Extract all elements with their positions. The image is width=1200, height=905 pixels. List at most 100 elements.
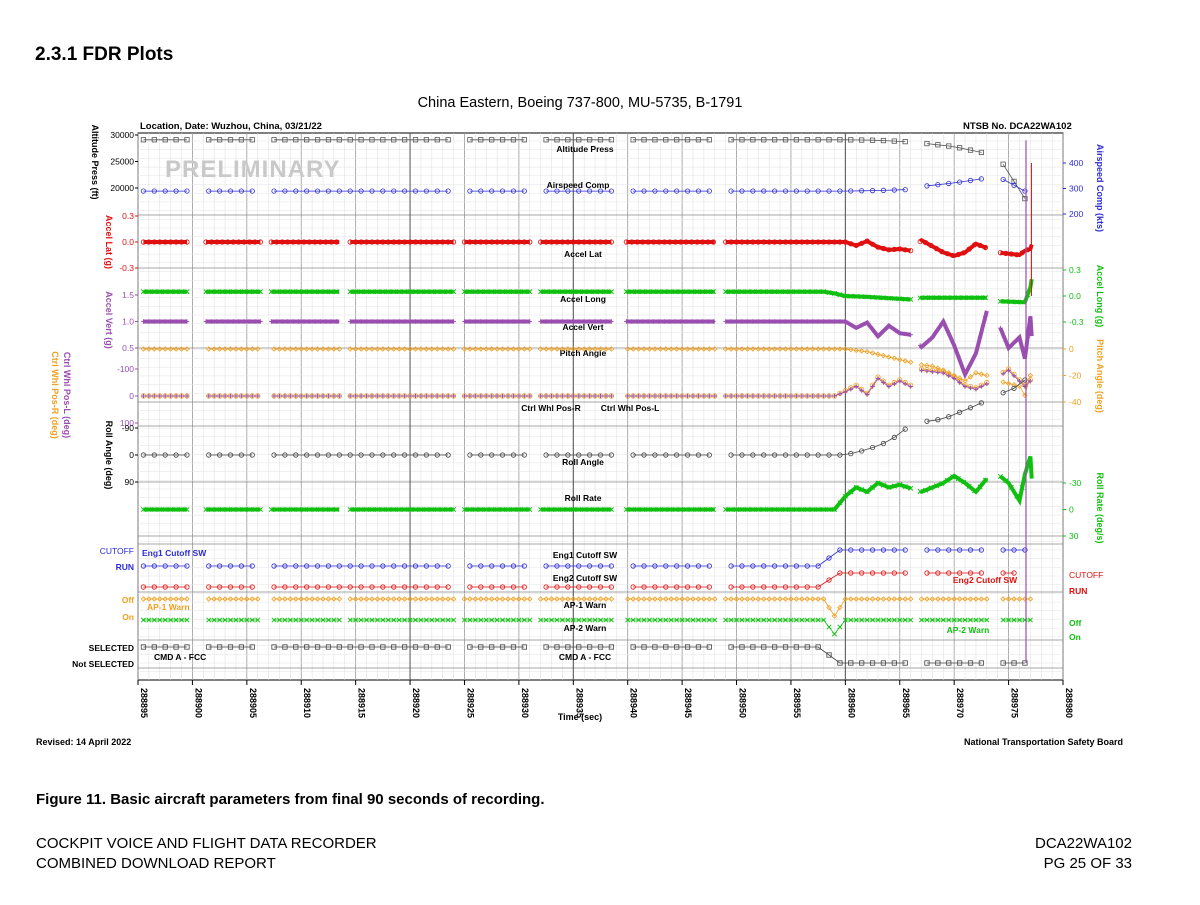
data-point [276,596,283,602]
accel-lat-tick-label: -0.3 [119,263,134,273]
data-point [450,239,457,245]
data-point [271,393,277,399]
data-point [323,289,329,295]
data-point [219,239,225,245]
data-point [151,506,157,513]
series-ctrl-whl-pos-l [141,368,1033,399]
data-point [412,596,419,602]
data-point [966,295,972,301]
data-point [168,393,173,399]
data-point [391,563,397,569]
data-point [886,384,892,389]
data-point [140,644,147,650]
data-point [521,584,527,590]
data-point [233,596,239,602]
data-point [271,596,277,602]
data-point [859,240,865,246]
data-point [162,188,168,194]
data-point [184,393,190,399]
data-point [755,289,761,295]
data-point [761,137,767,143]
data-point [214,239,220,245]
data-point [661,239,668,245]
data-point [983,314,988,319]
data-point [423,584,429,590]
data-point [328,506,334,513]
data-point [935,370,941,375]
data-point [674,137,680,143]
data-point [624,346,631,352]
data-point [1000,570,1006,576]
data-point [750,239,756,245]
series-accel-lat [140,237,1034,259]
data-point [699,239,706,245]
data-point [821,393,826,399]
data-point [831,631,838,637]
data-point [788,346,794,352]
data-point [418,239,424,245]
data-point [744,346,751,352]
data-point [499,346,506,352]
data-point [997,298,1003,304]
data-point [815,289,821,295]
data-point [892,327,897,332]
data-point [303,596,310,602]
data-point [944,477,950,483]
data-point [870,384,875,389]
data-point [694,506,700,513]
data-point [244,617,250,623]
data-point [168,506,174,513]
data-point [325,584,332,590]
data-point [761,319,766,324]
data-point [630,452,636,458]
data-point [252,239,258,245]
data-point [722,346,729,352]
data-point [978,371,985,377]
data-point [848,451,854,457]
data-point [290,239,296,245]
ap2-series-label: AP-2 Warn [564,623,607,633]
data-point [799,346,805,352]
data-point [673,346,680,352]
data-point [761,563,767,569]
data-point [902,483,908,490]
data-point [1011,660,1017,666]
data-point [641,563,647,569]
data-point [815,239,821,245]
data-point [777,617,783,623]
data-point [423,137,429,143]
data-point [950,340,956,345]
data-point [783,319,788,324]
data-point [412,563,419,569]
series-ap-1-warn [140,596,1034,619]
data-point [516,289,522,295]
data-point [565,346,571,352]
data-point [657,617,663,623]
data-point [859,547,865,553]
data-point [505,289,511,295]
data-point [429,319,435,324]
data-point [140,563,147,569]
data-point [543,644,549,650]
data-point [206,617,212,623]
airspeed-tick-label: 200 [1069,209,1083,219]
data-point [511,393,516,399]
data-point [521,563,527,569]
series-accel-long [140,278,1034,305]
data-point [750,393,756,399]
data-point [570,617,576,623]
figure-caption: Figure 11. Basic aircraft parameters fro… [36,791,545,808]
data-point [282,563,288,569]
data-point [396,239,402,245]
data-point [140,137,147,143]
data-point [402,563,408,569]
data-point [412,452,419,458]
data-point [608,289,614,295]
data-point [209,319,214,324]
data-point [325,644,332,650]
data-point [710,289,716,295]
data-point [848,570,854,576]
data-point [206,563,212,569]
data-point [314,584,321,590]
data-point [630,346,636,352]
